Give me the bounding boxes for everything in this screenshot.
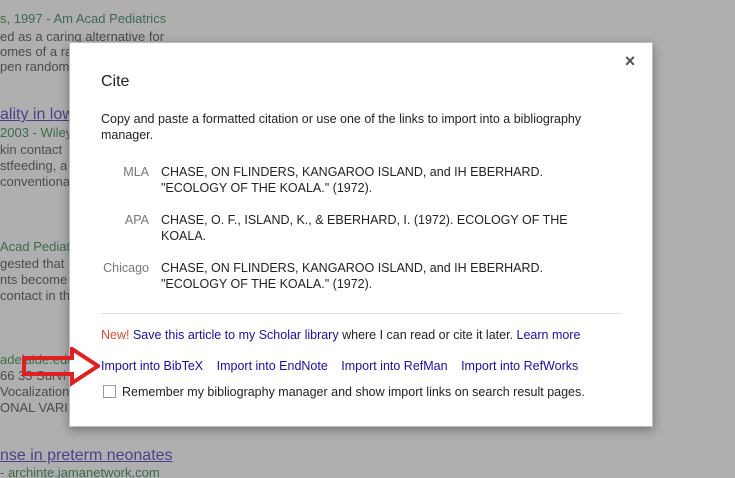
dialog-intro: Copy and paste a formatted citation or u… bbox=[101, 112, 582, 142]
library-promo: New! Save this article to my Scholar lib… bbox=[101, 327, 580, 343]
import-endnote-link[interactable]: Import into EndNote bbox=[216, 359, 328, 373]
import-refman-link[interactable]: Import into RefMan bbox=[341, 359, 448, 373]
import-refworks-link[interactable]: Import into RefWorks bbox=[461, 359, 579, 373]
remember-checkbox[interactable] bbox=[103, 385, 116, 398]
citation-text[interactable]: CHASE, ON FLINDERS, KANGAROO ISLAND, and… bbox=[161, 165, 544, 195]
learn-more-link[interactable]: Learn more bbox=[516, 328, 581, 342]
citation-style-label: MLA bbox=[123, 165, 149, 179]
import-bibtex-link[interactable]: Import into BibTeX bbox=[101, 359, 204, 373]
remember-option[interactable]: Remember my bibliography manager and sho… bbox=[103, 384, 585, 400]
divider bbox=[101, 313, 621, 314]
annotation-arrow-icon bbox=[22, 347, 100, 387]
new-badge: New! bbox=[101, 328, 130, 342]
close-button[interactable]: × bbox=[624, 51, 636, 71]
import-links: Import into BibTeX Import into EndNote I… bbox=[101, 358, 588, 374]
cite-dialog: × Cite Copy and paste a formatted citati… bbox=[69, 42, 653, 427]
citation-text[interactable]: CHASE, ON FLINDERS, KANGAROO ISLAND, and… bbox=[161, 261, 544, 291]
remember-label: Remember my bibliography manager and sho… bbox=[122, 385, 585, 399]
citation-style-label: APA bbox=[124, 213, 149, 227]
save-to-library-link[interactable]: Save this article to my Scholar library bbox=[132, 328, 339, 342]
citation-style-label: Chicago bbox=[103, 261, 149, 275]
dialog-title: Cite bbox=[101, 73, 130, 90]
promo-text: where I can read or cite it later. bbox=[342, 328, 514, 342]
citation-text[interactable]: CHASE, O. F., ISLAND, K., & EBERHARD, I.… bbox=[161, 213, 568, 243]
